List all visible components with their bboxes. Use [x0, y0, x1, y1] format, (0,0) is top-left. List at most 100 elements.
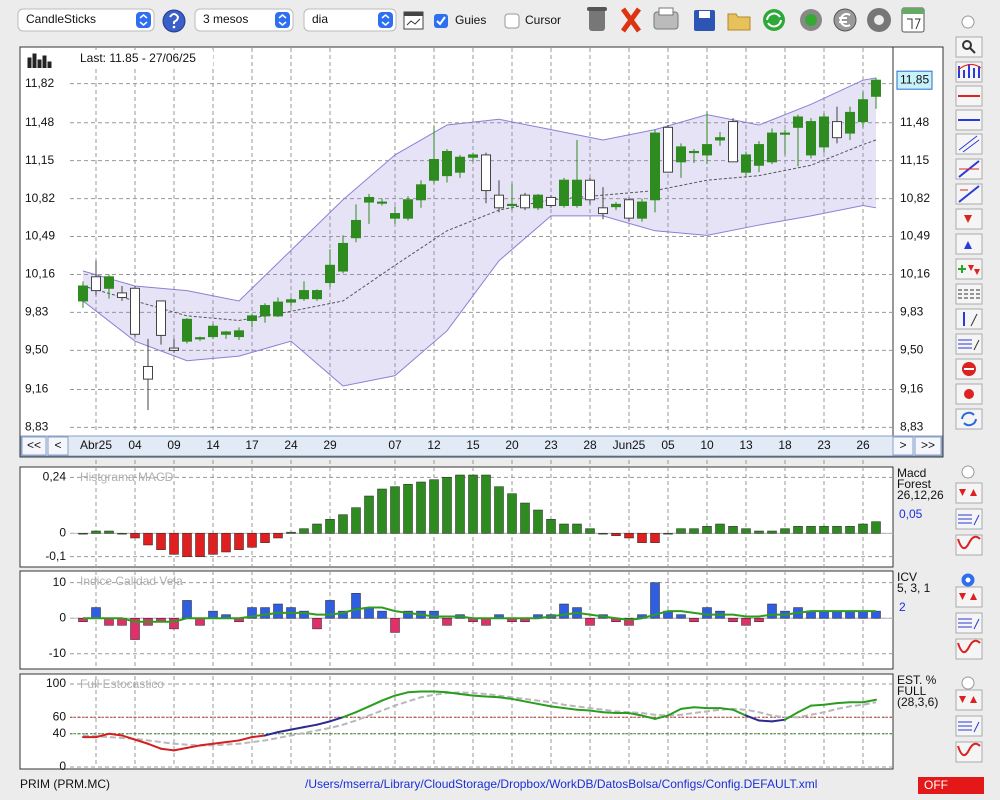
y-tick-label-right: 10,82 — [900, 191, 930, 205]
nav-button-label[interactable]: < — [54, 438, 61, 452]
y-tick-label: 40 — [53, 726, 67, 740]
y-tick-label-right: 10,16 — [900, 267, 930, 281]
calendar-chart-button[interactable] — [403, 11, 424, 30]
k-line-segment — [368, 699, 383, 708]
bar — [221, 533, 231, 553]
k-line-segment — [277, 728, 292, 734]
bar — [481, 474, 491, 534]
buy-tool[interactable] — [955, 233, 983, 255]
indicator-tool[interactable] — [955, 689, 983, 711]
x-tick-label: 18 — [778, 438, 792, 452]
cursor-checkbox[interactable]: Cursor — [504, 13, 561, 29]
print-button[interactable] — [653, 7, 679, 30]
save-button[interactable] — [694, 10, 715, 31]
period-select[interactable]: 3 mesos — [194, 8, 294, 32]
select-text[interactable]: CandleSticks — [26, 12, 96, 26]
tool-curve-icon — [957, 639, 981, 654]
y-tick-label-right: 9,16 — [900, 382, 924, 396]
k-line-segment — [95, 732, 110, 739]
candle-body — [234, 330, 244, 338]
hline-red-tool[interactable] — [955, 85, 983, 107]
candle-body — [637, 201, 647, 219]
sync-button[interactable] — [800, 9, 822, 31]
tool-curve-icon — [957, 742, 981, 757]
hline-blue-tool[interactable] — [955, 109, 983, 131]
indicator-value: 0,05 — [899, 507, 923, 521]
no-tool[interactable] — [955, 358, 983, 380]
bar — [104, 530, 114, 534]
k-line-segment — [186, 744, 201, 749]
zoom-tool[interactable] — [955, 36, 983, 58]
indicator-tool[interactable] — [955, 586, 983, 608]
delete-button[interactable] — [620, 7, 642, 33]
chart-title: Last: 11.85 - 27/06/25 — [80, 51, 196, 65]
y-tick-label-right: 9,83 — [900, 305, 924, 319]
k-line-segment — [329, 716, 344, 723]
bar — [377, 488, 387, 534]
nav-button-label[interactable]: >> — [921, 438, 935, 452]
x-tick-label: 23 — [817, 438, 831, 452]
config-path[interactable]: /Users/mserra/Library/CloudStorage/Dropb… — [305, 777, 817, 791]
k-line-segment — [108, 732, 123, 737]
k-line-segment — [199, 742, 214, 747]
candle-body — [91, 276, 101, 292]
channel-tool[interactable] — [955, 133, 983, 155]
candle-tool[interactable] — [955, 61, 983, 83]
trash-button[interactable] — [587, 7, 607, 31]
bar — [195, 533, 205, 557]
k-line-segment — [511, 697, 526, 703]
trendline-tool[interactable] — [955, 158, 983, 180]
title-box — [73, 50, 213, 68]
percent-lines-tool[interactable] — [955, 333, 983, 355]
calendar-button[interactable] — [901, 7, 925, 33]
guides-checkbox[interactable]: Guies — [434, 13, 486, 28]
checkbox-label[interactable]: Guies — [455, 13, 486, 27]
fibonacci-tool[interactable] — [955, 183, 983, 205]
sell-tool[interactable] — [955, 208, 983, 230]
candle-body — [299, 290, 309, 300]
help-button[interactable] — [162, 9, 186, 33]
bar — [286, 531, 296, 534]
candle-body — [845, 111, 855, 134]
k-line-segment — [407, 690, 422, 694]
settings-button[interactable] — [867, 8, 891, 32]
percent-range-tool[interactable] — [955, 308, 983, 330]
bar — [741, 617, 751, 626]
record-tool[interactable] — [955, 383, 983, 405]
chart-type-select[interactable]: CandleSticks — [17, 8, 155, 32]
bar — [273, 533, 283, 539]
interval-select[interactable]: dia — [303, 8, 397, 32]
radio-button[interactable] — [961, 465, 975, 479]
x-tick-label: 24 — [284, 438, 298, 452]
nav-button-label[interactable]: > — [899, 438, 906, 452]
select-text[interactable]: dia — [312, 12, 328, 26]
cycle-tool[interactable] — [955, 408, 983, 430]
radio-button[interactable] — [961, 676, 975, 690]
nav-button[interactable] — [21, 436, 47, 456]
refresh-button[interactable] — [763, 9, 785, 31]
nav-button[interactable] — [47, 436, 69, 456]
nav-button-label[interactable]: << — [27, 438, 41, 452]
candle-body — [247, 315, 257, 321]
bar — [494, 486, 504, 534]
signals-tool[interactable] — [955, 258, 983, 280]
nav-button[interactable] — [892, 436, 914, 456]
radio-button[interactable] — [961, 15, 975, 29]
lines-tool[interactable] — [955, 283, 983, 305]
candle-body — [286, 299, 296, 303]
bar — [806, 526, 816, 534]
k-line-segment — [459, 692, 474, 697]
indicator-tool[interactable] — [955, 482, 983, 504]
bar — [546, 519, 556, 534]
nav-button[interactable] — [914, 436, 942, 456]
k-line-segment — [212, 741, 227, 745]
select-text[interactable]: 3 mesos — [203, 12, 248, 26]
y-tick-label: 9,16 — [25, 382, 49, 396]
k-line-segment — [758, 719, 773, 723]
indicator-info: EST. % — [897, 673, 937, 687]
open-button[interactable] — [727, 13, 751, 31]
candle-body — [806, 121, 816, 156]
bar — [325, 600, 335, 619]
checkbox-label[interactable]: Cursor — [525, 13, 561, 27]
currency-button[interactable] — [833, 8, 857, 32]
